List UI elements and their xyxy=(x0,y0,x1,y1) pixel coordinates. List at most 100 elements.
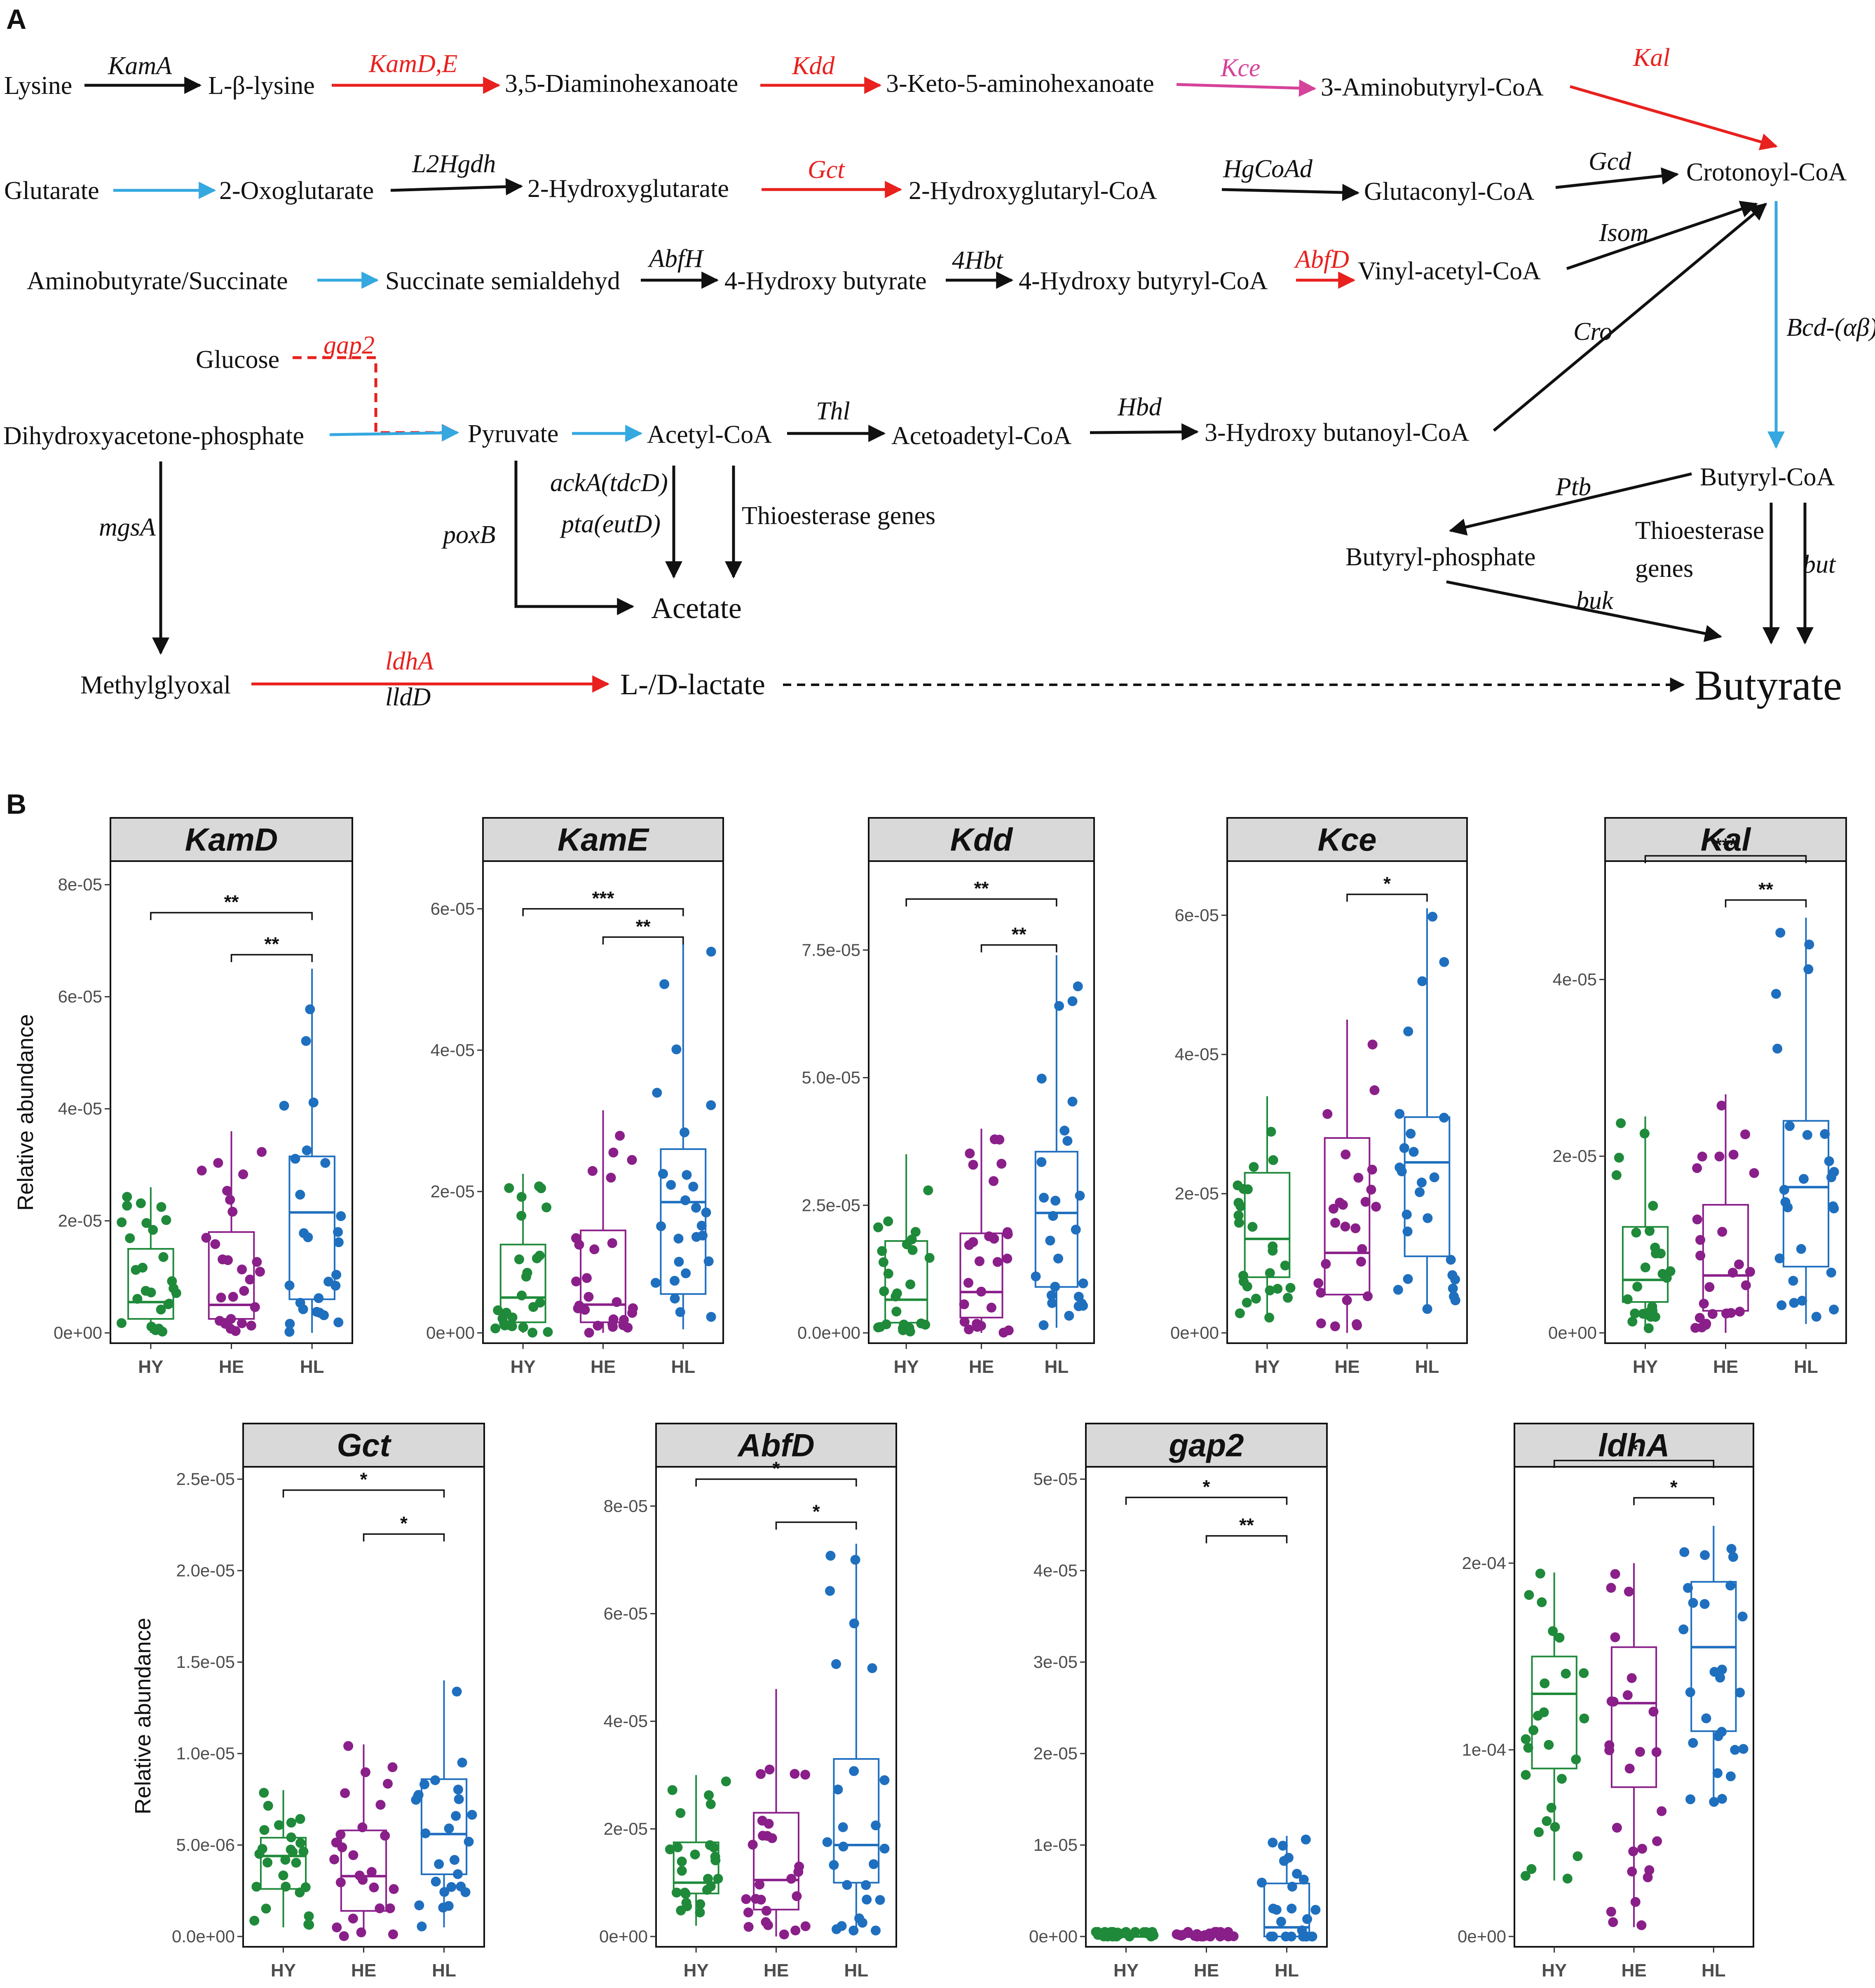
data-point xyxy=(255,1267,265,1277)
data-point xyxy=(1704,1282,1715,1292)
data-point xyxy=(838,1822,848,1832)
data-point xyxy=(274,1820,284,1830)
data-point xyxy=(986,1302,996,1313)
node-lactate: L-/D-lactate xyxy=(620,668,765,701)
data-point xyxy=(1715,1672,1725,1683)
data-point xyxy=(1735,1687,1745,1698)
data-point xyxy=(1047,1298,1057,1308)
data-point xyxy=(1271,1905,1282,1915)
node-acetate: Acetate xyxy=(651,592,742,625)
significance-bracket xyxy=(522,908,684,916)
data-point xyxy=(1172,1929,1182,1939)
data-point xyxy=(756,1894,766,1905)
data-point xyxy=(1779,1185,1789,1195)
data-point xyxy=(1031,1271,1041,1281)
data-point xyxy=(1301,1834,1311,1845)
data-point xyxy=(1712,1768,1723,1778)
data-point xyxy=(721,1776,731,1787)
data-point xyxy=(303,1232,313,1242)
data-point xyxy=(332,1922,342,1932)
data-point xyxy=(228,1292,238,1302)
data-point xyxy=(675,1808,686,1818)
data-point xyxy=(1652,1836,1662,1846)
enzyme-gap2: gap2 xyxy=(323,331,375,359)
xtick-label: HY xyxy=(684,1960,709,1981)
significance-label: ** xyxy=(1758,878,1773,900)
significance-label: * xyxy=(813,1501,820,1522)
data-point xyxy=(920,1320,930,1330)
data-point xyxy=(877,1246,887,1256)
data-point xyxy=(1622,1690,1633,1700)
ytick-label: 5e-05 xyxy=(1034,1469,1078,1489)
box-hl xyxy=(420,1778,468,1876)
data-point xyxy=(682,1170,692,1180)
data-point xyxy=(227,1206,238,1217)
significance-bracket xyxy=(1346,893,1428,902)
data-point xyxy=(1285,1283,1296,1293)
data-point xyxy=(295,1814,305,1824)
data-point xyxy=(446,1882,457,1892)
data-point xyxy=(543,1327,553,1337)
ytick-label: 2e-05 xyxy=(58,1211,102,1230)
data-point xyxy=(414,1900,424,1911)
data-point xyxy=(1811,1311,1821,1322)
data-point xyxy=(439,1887,450,1897)
plot-frame xyxy=(868,860,1095,1344)
data-point xyxy=(1799,1174,1809,1184)
data-point xyxy=(673,1842,683,1852)
data-point xyxy=(156,1202,166,1212)
significance-bracket xyxy=(230,954,313,962)
ytick-label: 2.5e-05 xyxy=(176,1469,235,1489)
data-point xyxy=(1648,1707,1659,1717)
data-point xyxy=(521,1271,531,1282)
data-point xyxy=(285,1318,295,1329)
data-point xyxy=(1353,1173,1364,1183)
data-point xyxy=(1053,1253,1063,1264)
data-point xyxy=(534,1250,545,1261)
data-point xyxy=(290,1154,300,1164)
data-point xyxy=(252,1257,262,1267)
data-point xyxy=(1695,1313,1705,1323)
data-point xyxy=(304,1920,314,1930)
data-point xyxy=(677,1856,687,1866)
data-point xyxy=(1616,1118,1626,1129)
box-hl xyxy=(288,1155,335,1300)
data-point xyxy=(1280,1260,1290,1271)
significance-bracket xyxy=(775,1521,857,1530)
data-point xyxy=(758,1831,768,1841)
data-point xyxy=(1350,1223,1361,1234)
data-point xyxy=(1298,1874,1309,1885)
enzyme-thl: Thl xyxy=(816,397,850,425)
xtick-label: HE xyxy=(351,1960,376,1981)
data-point xyxy=(1546,1803,1556,1813)
xtick-label: HL xyxy=(1275,1960,1299,1981)
data-point xyxy=(1802,1130,1812,1140)
data-point xyxy=(1046,1290,1057,1300)
data-point xyxy=(848,1925,859,1936)
data-point xyxy=(214,1316,225,1326)
data-point xyxy=(910,1227,921,1237)
enzyme-gcd: Gcd xyxy=(1589,148,1631,176)
data-point xyxy=(1048,1211,1058,1221)
data-point xyxy=(1073,981,1083,991)
data-point xyxy=(1062,1136,1073,1146)
data-point xyxy=(1647,1302,1657,1312)
data-point xyxy=(992,1257,1003,1267)
strip-kce xyxy=(1226,817,1468,862)
data-point xyxy=(704,1790,714,1801)
data-point xyxy=(1604,1745,1615,1755)
significance-label: * xyxy=(1203,1476,1210,1497)
node-hydroxyglutarate: 2-Hydroxyglutarate xyxy=(527,175,729,203)
data-point xyxy=(1738,1744,1748,1754)
data-point xyxy=(1524,1590,1534,1600)
data-point xyxy=(665,1844,675,1855)
data-point xyxy=(584,1328,594,1338)
data-point xyxy=(1335,1197,1345,1208)
data-point xyxy=(705,1799,716,1809)
data-point xyxy=(1631,1227,1641,1238)
ytick-label: 0e+00 xyxy=(426,1323,475,1342)
enzyme-kce: Kce xyxy=(1220,54,1260,82)
data-point xyxy=(608,1147,619,1158)
